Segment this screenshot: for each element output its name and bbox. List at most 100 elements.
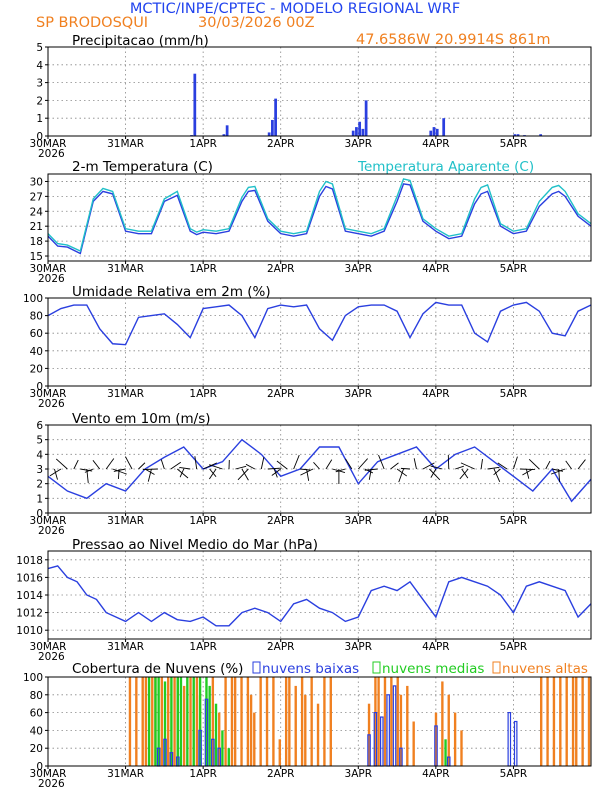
clouds-xtick-label: 30MAR	[30, 768, 67, 780]
clouds-xtick-label: 5APR	[500, 768, 528, 780]
wind-arrow	[209, 468, 217, 477]
cloud-bar	[227, 748, 230, 766]
wind-arrow	[430, 468, 437, 478]
precip-bar	[271, 119, 274, 136]
wind-xtick-label: 30MAR	[30, 515, 67, 527]
wind-arrow	[325, 459, 333, 470]
pressure-ytick-label: 1014	[16, 590, 43, 602]
wind-arrow	[525, 468, 530, 479]
wind-arrow	[55, 458, 68, 470]
precip-bar	[516, 134, 520, 136]
cloud-bar	[253, 712, 256, 766]
cloud-bar	[192, 677, 195, 766]
cloud-bar	[170, 677, 173, 766]
cloud-bar	[329, 677, 332, 766]
wind-arrow	[390, 462, 399, 470]
wind-arrow	[368, 468, 372, 480]
wind-arrow	[313, 462, 320, 470]
pressure-frame	[47, 550, 592, 640]
rh-series-line	[47, 301, 592, 346]
precip-xtick-label: 1APR	[189, 138, 217, 150]
wind-arrow	[84, 468, 94, 473]
precip-ytick-label: 3	[36, 78, 43, 90]
cloud-bar	[444, 739, 447, 766]
cloud-bar	[230, 677, 234, 766]
cloud-bar	[396, 677, 399, 766]
wind-arrow	[125, 456, 133, 470]
wind-arrow	[422, 462, 435, 470]
wind-arrow	[245, 463, 256, 470]
precip-bar	[442, 118, 446, 136]
temp-legend-apparent: Temperatura Aparente (C)	[357, 159, 534, 175]
wind-arrow	[49, 468, 62, 477]
cloud-bar	[218, 712, 221, 766]
wind-ytick-label: 2	[36, 479, 43, 491]
precip-frame	[47, 46, 592, 137]
cloud-bar	[390, 677, 393, 766]
temp-xtick-label: 5APR	[500, 263, 528, 275]
precip-xtick-label: 3APR	[345, 138, 373, 150]
wind-arrow	[522, 468, 534, 476]
cloud-bar	[392, 685, 397, 767]
wind-xtick-label: 5APR	[500, 515, 528, 527]
cloud-bar	[412, 721, 415, 766]
precip-xtick-label: 5APR	[500, 138, 528, 150]
precip-bar	[364, 100, 368, 136]
temp-xtick-label: 4APR	[422, 263, 450, 275]
pressure-title: Pressao ao Nivel Medio do Mar (hPa)	[72, 537, 318, 553]
precip-bar	[355, 127, 358, 136]
cloud-bar	[167, 677, 170, 766]
wind-arrow	[413, 458, 417, 470]
wind-arrow	[493, 468, 501, 482]
cloud-bar	[447, 694, 450, 766]
precip-bar	[539, 134, 543, 136]
clouds-title: Cobertura de Nuvens (%)	[72, 661, 243, 677]
cloud-bar	[399, 694, 403, 766]
rh-ytick-label: 0	[36, 381, 43, 393]
cloud-bar	[278, 739, 281, 766]
rh-ytick-label: 20	[30, 363, 43, 375]
cloud-bar	[559, 677, 562, 766]
legend-swatch-mid	[372, 661, 381, 674]
cloud-bar	[581, 677, 584, 766]
wind-ytick-label: 6	[36, 420, 43, 432]
run-label: 30/03/2026 00Z	[198, 15, 315, 31]
rh-xtick-year: 2026	[38, 398, 65, 410]
location-label: SP BRODOSQUI	[36, 15, 148, 31]
precip-title: Precipitacao (mm/h)	[72, 33, 209, 49]
wind-arrow	[260, 457, 265, 470]
wind-arrow	[276, 460, 288, 470]
cloud-bar	[259, 677, 262, 766]
wind-series-line	[47, 438, 592, 503]
wind-arrow	[138, 462, 146, 470]
wind-arrow	[577, 459, 586, 470]
cloud-bar	[154, 677, 157, 766]
cloud-bar	[182, 685, 186, 766]
clouds-ytick-label: 100	[23, 672, 43, 684]
wind-arrow	[550, 468, 566, 475]
cloud-bar	[386, 694, 390, 767]
clouds-ytick-label: 40	[30, 725, 43, 737]
wind-arrow	[202, 462, 218, 470]
clouds-panel	[45, 676, 592, 769]
rh-xtick-label: 1APR	[189, 388, 217, 400]
cloud-bar	[179, 677, 183, 766]
cloud-bar	[300, 677, 304, 766]
cloud-bar	[587, 677, 591, 766]
wind-arrow	[142, 468, 158, 470]
wind-arrow	[73, 459, 79, 470]
wind-arrow	[357, 458, 368, 470]
clouds-xtick-label: 31MAR	[107, 768, 144, 780]
pressure-ytick-label: 1010	[16, 625, 43, 637]
temp-ytick-label: 21	[30, 221, 43, 233]
precip-bar	[435, 128, 439, 136]
cloud-bar	[173, 677, 176, 766]
temp-panel	[45, 173, 592, 264]
precip-bar	[358, 121, 362, 136]
precip-bar	[429, 130, 433, 136]
precip-ytick-label: 0	[36, 131, 43, 143]
temp-xtick-label: 2APR	[267, 263, 295, 275]
wind-xtick-label: 1APR	[189, 515, 217, 527]
wind-arrow	[271, 468, 281, 476]
wind-frame	[47, 424, 592, 514]
